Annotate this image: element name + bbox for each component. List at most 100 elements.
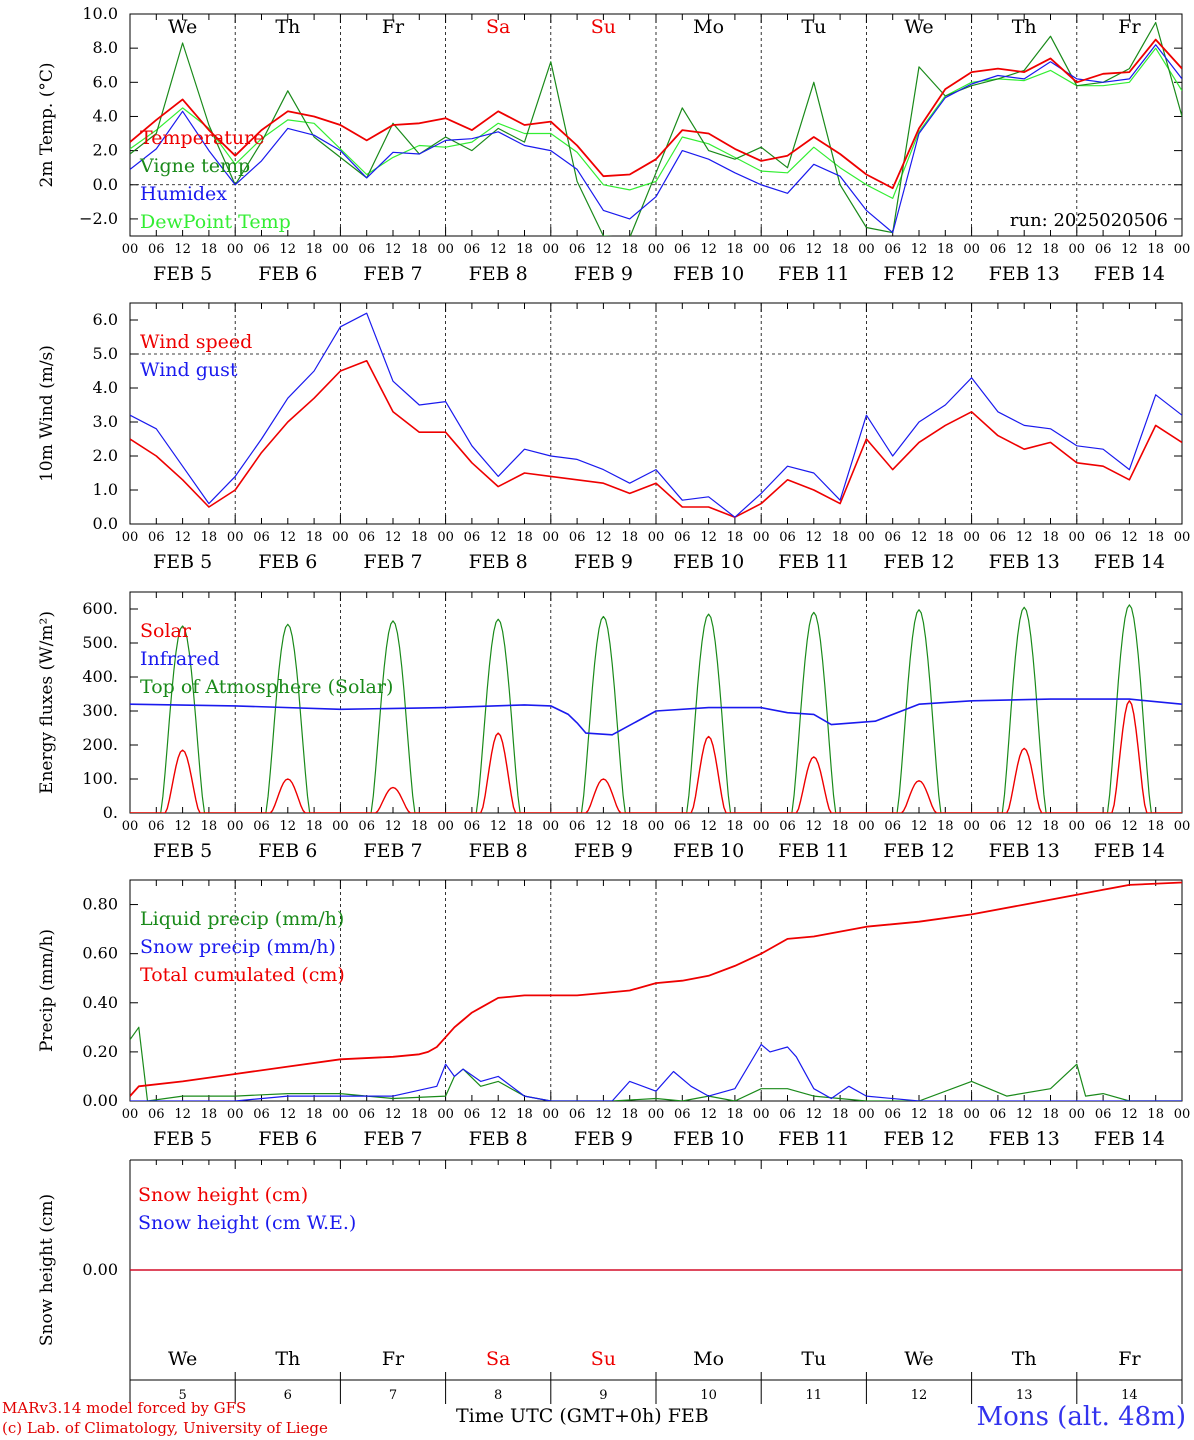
hour-tick-label: 12 — [1016, 242, 1033, 257]
toa-solar-curve — [656, 613, 762, 813]
date-label: FEB 13 — [989, 263, 1060, 285]
hour-tick-label: 00 — [858, 242, 875, 257]
hour-tick-label: 06 — [464, 242, 481, 257]
y-tick-label: 5.0 — [93, 344, 118, 363]
hour-tick-label: 06 — [990, 530, 1007, 545]
hour-tick-label: 18 — [937, 242, 954, 257]
hour-tick-label: 06 — [990, 1107, 1007, 1122]
y-tick-label: 600. — [82, 599, 118, 618]
weekday-label: Su — [591, 1348, 616, 1370]
series-line-1 — [130, 312, 1182, 518]
date-label: FEB 9 — [574, 263, 633, 285]
hour-tick-label: 06 — [148, 242, 165, 257]
y-tick-label: 3.0 — [93, 412, 118, 431]
hour-tick-label: 00 — [437, 530, 454, 545]
hour-tick-label: 12 — [174, 819, 191, 834]
hour-tick-label: 18 — [621, 819, 638, 834]
weekday-label: Mo — [693, 1348, 724, 1370]
hour-tick-label: 12 — [280, 530, 297, 545]
weekday-label: Th — [275, 16, 300, 38]
legend-entry: Solar — [140, 620, 192, 642]
hour-tick-label: 00 — [1069, 242, 1086, 257]
hour-tick-label: 00 — [1174, 819, 1191, 834]
date-label: FEB 12 — [883, 840, 954, 862]
date-label: FEB 11 — [778, 551, 849, 573]
y-tick-label: 0.40 — [82, 993, 118, 1012]
hour-tick-label: 18 — [621, 1107, 638, 1122]
hour-tick-label: 00 — [122, 819, 139, 834]
y-tick-label: 6.0 — [93, 72, 118, 91]
hour-tick-label: 12 — [1121, 242, 1138, 257]
hour-tick-label: 00 — [858, 530, 875, 545]
hour-tick-label: 00 — [1069, 1107, 1086, 1122]
hour-tick-label: 12 — [700, 1107, 717, 1122]
y-axis-label: 10m Wind (m/s) — [37, 345, 57, 482]
hour-tick-label: 18 — [411, 1107, 428, 1122]
hour-tick-label: 06 — [674, 530, 691, 545]
legend-entry: Top of Atmosphere (Solar) — [140, 676, 393, 698]
date-label: FEB 7 — [363, 263, 422, 285]
date-label: FEB 12 — [883, 263, 954, 285]
hour-tick-label: 18 — [1042, 819, 1059, 834]
hour-tick-label: 00 — [227, 242, 244, 257]
hour-tick-label: 00 — [1069, 819, 1086, 834]
y-tick-label: 200. — [82, 735, 118, 754]
hour-tick-label: 12 — [490, 1107, 507, 1122]
legend-entry: Snow height (cm) — [138, 1184, 308, 1206]
weekday-label: Tu — [801, 1348, 826, 1370]
legend-entry: Wind speed — [140, 331, 252, 353]
surface-solar-curve — [445, 732, 551, 813]
hour-tick-label: 06 — [990, 819, 1007, 834]
hour-tick-label: 18 — [1147, 530, 1164, 545]
hour-tick-label: 06 — [779, 530, 796, 545]
hour-tick-label: 00 — [543, 1107, 560, 1122]
date-label: FEB 14 — [1094, 1128, 1165, 1150]
day-number-label: 8 — [494, 1388, 502, 1403]
y-tick-label: 0.0 — [93, 175, 118, 194]
hour-tick-label: 18 — [516, 530, 533, 545]
surface-solar-curve — [866, 780, 972, 813]
hour-tick-label: 06 — [358, 530, 375, 545]
date-label: FEB 9 — [574, 551, 633, 573]
hour-tick-label: 06 — [253, 819, 270, 834]
legend-entry: Wind gust — [140, 359, 238, 381]
date-label: FEB 12 — [883, 551, 954, 573]
hour-tick-label: 12 — [595, 819, 612, 834]
hour-tick-label: 12 — [385, 819, 402, 834]
date-label: FEB 14 — [1094, 840, 1165, 862]
weekday-label: Fr — [1118, 16, 1141, 38]
hour-tick-label: 00 — [332, 242, 349, 257]
hour-tick-label: 00 — [753, 530, 770, 545]
hour-tick-label: 00 — [963, 242, 980, 257]
y-tick-label: 0.60 — [82, 944, 118, 963]
hour-tick-label: 00 — [648, 242, 665, 257]
y-tick-label: 0.0 — [93, 514, 118, 533]
toa-solar-curve — [761, 611, 867, 813]
date-label: FEB 6 — [258, 263, 317, 285]
hour-tick-label: 12 — [280, 1107, 297, 1122]
day-number-label: 14 — [1121, 1388, 1138, 1403]
hour-tick-label: 18 — [621, 530, 638, 545]
series-line-2 — [130, 881, 1182, 1097]
hour-tick-label: 06 — [779, 819, 796, 834]
date-label: FEB 5 — [153, 551, 212, 573]
legend-entry: Vigne temp — [139, 155, 250, 177]
toa-solar-curve — [866, 609, 972, 813]
run-annotation: run: 2025020506 — [1010, 210, 1168, 231]
legend-entry: DewPoint Temp — [140, 211, 291, 233]
weekday-label: We — [168, 16, 197, 38]
hour-tick-label: 18 — [727, 242, 744, 257]
toa-solar-curve — [235, 623, 341, 813]
hour-tick-label: 00 — [1174, 530, 1191, 545]
hour-tick-label: 18 — [1042, 1107, 1059, 1122]
hour-tick-label: 00 — [122, 242, 139, 257]
y-tick-label: 4.0 — [93, 106, 118, 125]
hour-tick-label: 12 — [911, 819, 928, 834]
hour-tick-label: 06 — [990, 242, 1007, 257]
date-label: FEB 12 — [883, 1128, 954, 1150]
legend-entry: Temperature — [140, 127, 264, 149]
hour-tick-label: 18 — [727, 530, 744, 545]
hour-tick-label: 18 — [1042, 242, 1059, 257]
surface-solar-curve — [971, 747, 1077, 813]
